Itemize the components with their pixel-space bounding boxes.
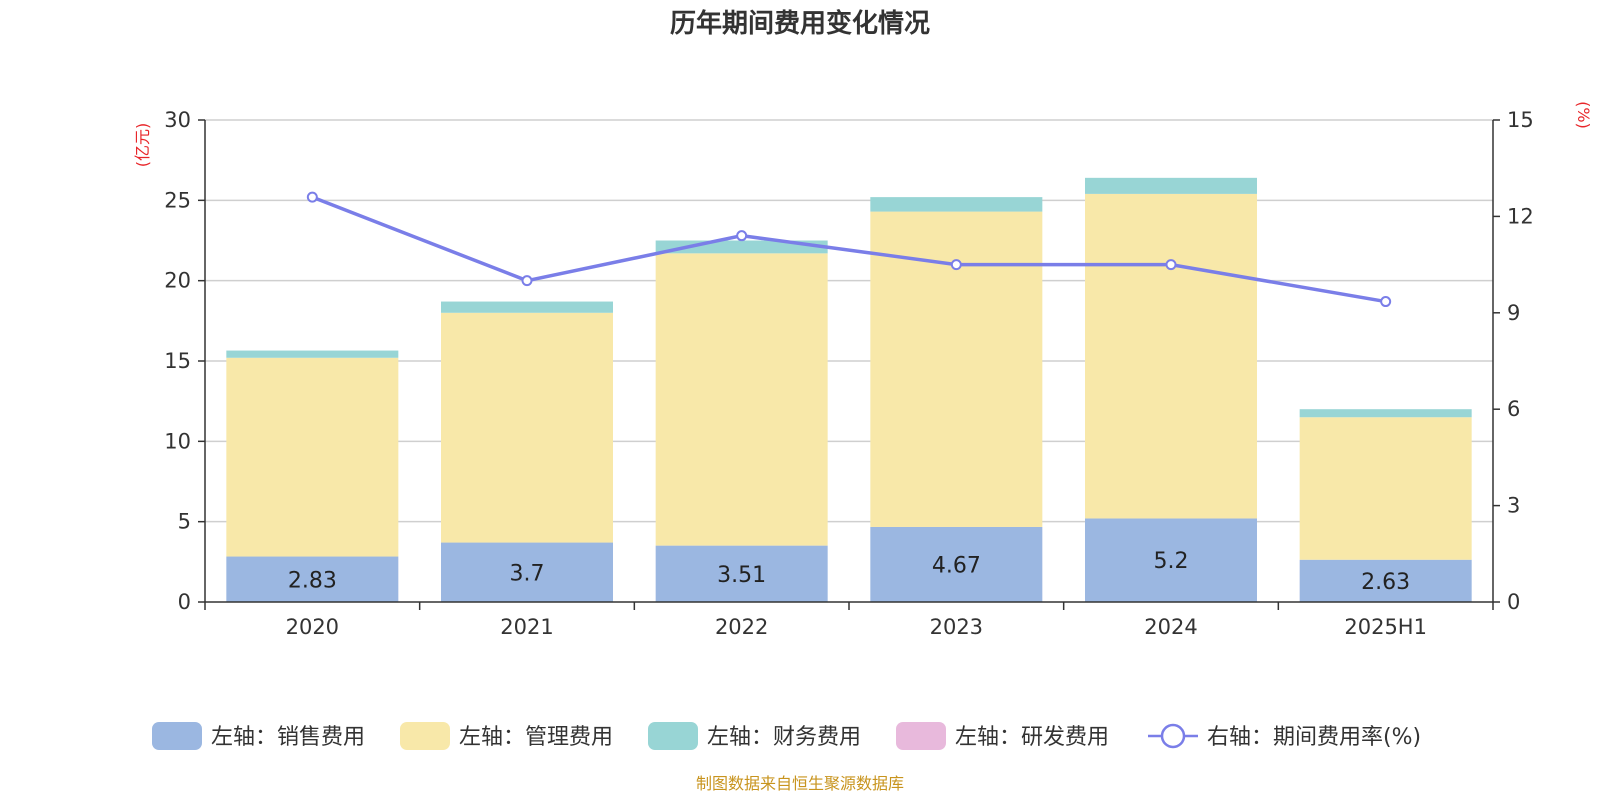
bar-segment-s0-2 [655,545,828,602]
x-tick-label: 2020 [286,615,339,639]
rate-point-3 [950,259,962,271]
bar-segment-s0-1 [441,542,613,602]
x-tick-label: 2022 [715,615,768,639]
left-tick-label: 15 [164,349,191,373]
data-labels: 2.83 3.7 3.51 4.67 5.2 2.63 [288,549,1410,595]
data-label: 5.2 [1154,549,1189,574]
chart-title: 历年期间费用变化情况 [670,8,930,39]
bars [226,177,1472,602]
legend: 左轴：销售费用 左轴：管理费用 左轴：财务费用 左轴：研发费用 右轴：期间费用率(%) [152,722,1421,750]
bar-segment-s1-4 [1085,193,1257,519]
rate-line-path [311,195,1386,304]
bar-segment-s2-0 [226,350,399,358]
left-tick-label: 10 [164,429,191,453]
legend-label-0: 左轴：销售费用 [211,725,365,750]
rate-line [306,191,1392,308]
data-label: 3.7 [510,561,545,586]
left-tick-label: 25 [164,188,191,212]
left-axis-unit: (亿元) [133,123,152,168]
bar-segment-s2-3 [870,197,1043,212]
axes: 0 5 10 15 20 25 30 0 3 6 9 12 15 2020 2021 2022 2023 2024… [164,108,1533,639]
x-tick-label: 2025H1 [1344,615,1427,639]
rate-point-1 [521,275,533,287]
bar-segment-s1-1 [441,312,613,543]
bar-segment-s1-3 [870,211,1043,527]
legend-label-4: 右轴：期间费用率(%) [1207,725,1421,750]
bar-segment-s1-5 [1299,417,1472,560]
x-tick-label: 2023 [930,615,983,639]
source-note: 制图数据来自恒生聚源数据库 [696,774,904,793]
legend-swatch-3 [896,722,946,750]
bar-segment-s0-3 [870,526,1043,602]
bar-segment-s2-4 [1085,177,1257,194]
rate-point-2 [736,230,748,242]
right-tick-label: 3 [1507,494,1520,518]
x-tick-label: 2024 [1144,615,1197,639]
data-label: 2.83 [288,568,337,593]
right-tick-label: 12 [1507,204,1534,228]
left-tick-label: 30 [164,108,191,132]
rate-point-4 [1165,259,1177,271]
bar-segment-s0-0 [226,556,399,602]
rate-point-5 [1380,296,1392,308]
left-tick-label: 20 [164,269,191,293]
left-tick-label: 5 [178,510,191,534]
bar-segment-s2-5 [1299,409,1472,418]
right-axis-unit: (%) [1574,101,1593,129]
legend-label-2: 左轴：财务费用 [707,725,861,750]
left-tick-label: 0 [178,590,191,614]
right-tick-label: 6 [1507,397,1520,421]
gridlines [205,119,1493,523]
data-label: 3.51 [717,563,766,588]
right-tick-label: 0 [1507,590,1520,614]
legend-label-3: 左轴：研发费用 [955,725,1109,750]
data-label: 2.63 [1361,570,1410,595]
bar-segment-s0-5 [1299,559,1472,602]
legend-circle-swatch [1160,723,1186,749]
rate-point-0 [306,191,318,203]
data-label: 4.67 [932,553,981,578]
bar-segment-s2-1 [441,301,613,313]
legend-swatch-2 [648,722,698,750]
legend-swatch-1 [400,722,450,750]
bar-segment-s1-2 [655,253,828,546]
right-tick-label: 9 [1507,301,1520,325]
bar-segment-s0-4 [1085,518,1257,602]
legend-swatch-0 [152,722,202,750]
bar-segment-s1-0 [226,357,399,557]
legend-label-1: 左轴：管理费用 [459,725,613,750]
right-tick-label: 15 [1507,108,1534,132]
x-tick-label: 2021 [500,615,553,639]
